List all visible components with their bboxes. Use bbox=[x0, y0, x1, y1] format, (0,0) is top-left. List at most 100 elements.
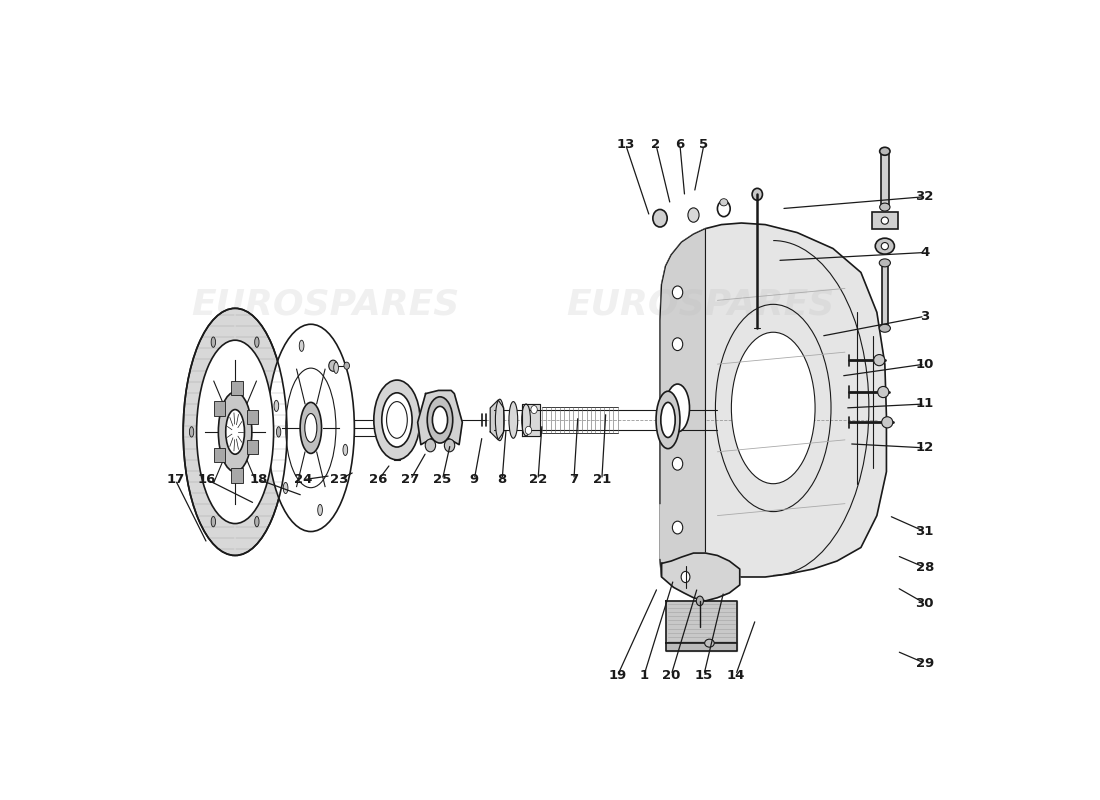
Text: 26: 26 bbox=[370, 474, 388, 486]
Ellipse shape bbox=[197, 340, 274, 523]
Text: 13: 13 bbox=[616, 138, 635, 151]
Ellipse shape bbox=[732, 332, 815, 484]
Bar bbox=[881, 263, 888, 328]
Ellipse shape bbox=[382, 393, 412, 447]
Ellipse shape bbox=[881, 417, 893, 428]
Bar bbox=[881, 151, 889, 207]
Ellipse shape bbox=[672, 398, 683, 410]
Ellipse shape bbox=[305, 414, 317, 442]
Ellipse shape bbox=[705, 639, 714, 647]
Ellipse shape bbox=[495, 399, 504, 441]
Bar bbox=[231, 381, 243, 395]
Bar bbox=[213, 448, 226, 462]
Bar bbox=[394, 380, 400, 460]
Text: 1: 1 bbox=[639, 669, 649, 682]
Ellipse shape bbox=[211, 517, 216, 527]
Ellipse shape bbox=[333, 362, 339, 374]
Text: 22: 22 bbox=[529, 474, 547, 486]
Text: 17: 17 bbox=[166, 474, 185, 486]
Ellipse shape bbox=[656, 391, 680, 449]
Ellipse shape bbox=[255, 517, 258, 527]
Ellipse shape bbox=[432, 406, 448, 434]
Ellipse shape bbox=[189, 426, 194, 437]
Ellipse shape bbox=[672, 521, 683, 534]
Ellipse shape bbox=[426, 439, 436, 452]
Text: 8: 8 bbox=[497, 474, 507, 486]
Text: 31: 31 bbox=[915, 525, 934, 538]
Bar bbox=[872, 212, 898, 230]
Ellipse shape bbox=[276, 426, 280, 437]
Polygon shape bbox=[660, 229, 705, 577]
Ellipse shape bbox=[876, 238, 894, 254]
Ellipse shape bbox=[880, 147, 890, 155]
Text: 30: 30 bbox=[915, 597, 934, 610]
Text: 3: 3 bbox=[920, 310, 929, 322]
Ellipse shape bbox=[300, 402, 321, 454]
Ellipse shape bbox=[666, 384, 690, 432]
Polygon shape bbox=[666, 643, 737, 651]
Bar bbox=[246, 410, 258, 424]
Text: 27: 27 bbox=[402, 474, 419, 486]
Ellipse shape bbox=[521, 404, 530, 436]
Ellipse shape bbox=[696, 596, 704, 606]
Text: 10: 10 bbox=[915, 358, 934, 370]
Ellipse shape bbox=[344, 362, 350, 370]
Text: 4: 4 bbox=[920, 246, 929, 259]
Ellipse shape bbox=[274, 400, 278, 411]
Ellipse shape bbox=[343, 444, 348, 455]
Text: 24: 24 bbox=[294, 474, 312, 486]
Text: 14: 14 bbox=[727, 669, 745, 682]
Text: 32: 32 bbox=[915, 190, 934, 203]
Ellipse shape bbox=[219, 392, 252, 472]
Ellipse shape bbox=[427, 397, 453, 443]
Ellipse shape bbox=[717, 201, 730, 217]
Ellipse shape bbox=[672, 286, 683, 298]
Text: 28: 28 bbox=[915, 561, 934, 574]
Text: 9: 9 bbox=[470, 474, 478, 486]
Text: EUROSPARES: EUROSPARES bbox=[565, 287, 834, 322]
Ellipse shape bbox=[226, 410, 244, 454]
Ellipse shape bbox=[284, 482, 288, 494]
Ellipse shape bbox=[681, 571, 690, 582]
Ellipse shape bbox=[688, 208, 700, 222]
Ellipse shape bbox=[881, 217, 889, 224]
Ellipse shape bbox=[255, 337, 258, 347]
Ellipse shape bbox=[267, 324, 354, 531]
Text: 19: 19 bbox=[608, 669, 627, 682]
Polygon shape bbox=[661, 553, 739, 601]
Bar bbox=[246, 440, 258, 454]
Text: 11: 11 bbox=[915, 398, 934, 410]
Ellipse shape bbox=[878, 386, 889, 398]
Ellipse shape bbox=[672, 458, 683, 470]
Ellipse shape bbox=[318, 505, 322, 515]
Text: 18: 18 bbox=[250, 474, 268, 486]
Bar bbox=[231, 468, 243, 482]
Ellipse shape bbox=[299, 340, 304, 351]
Ellipse shape bbox=[509, 402, 518, 438]
Bar bbox=[213, 402, 226, 416]
Ellipse shape bbox=[652, 210, 668, 227]
Ellipse shape bbox=[661, 402, 675, 438]
Ellipse shape bbox=[526, 426, 531, 434]
Ellipse shape bbox=[752, 188, 762, 200]
Ellipse shape bbox=[719, 198, 728, 206]
Text: 16: 16 bbox=[198, 474, 217, 486]
Text: 12: 12 bbox=[915, 442, 934, 454]
Ellipse shape bbox=[444, 439, 454, 452]
Text: 15: 15 bbox=[695, 669, 713, 682]
Polygon shape bbox=[522, 404, 540, 436]
Text: 20: 20 bbox=[662, 669, 681, 682]
Polygon shape bbox=[660, 223, 887, 577]
Polygon shape bbox=[666, 601, 737, 643]
Ellipse shape bbox=[881, 242, 889, 250]
Ellipse shape bbox=[672, 338, 683, 350]
Text: EUROSPARES: EUROSPARES bbox=[191, 287, 460, 322]
Ellipse shape bbox=[211, 337, 216, 347]
Ellipse shape bbox=[184, 308, 287, 555]
Polygon shape bbox=[418, 390, 462, 445]
Ellipse shape bbox=[879, 324, 890, 332]
Text: 23: 23 bbox=[330, 474, 348, 486]
Ellipse shape bbox=[873, 354, 884, 366]
Text: 6: 6 bbox=[675, 138, 684, 151]
Polygon shape bbox=[491, 400, 504, 440]
